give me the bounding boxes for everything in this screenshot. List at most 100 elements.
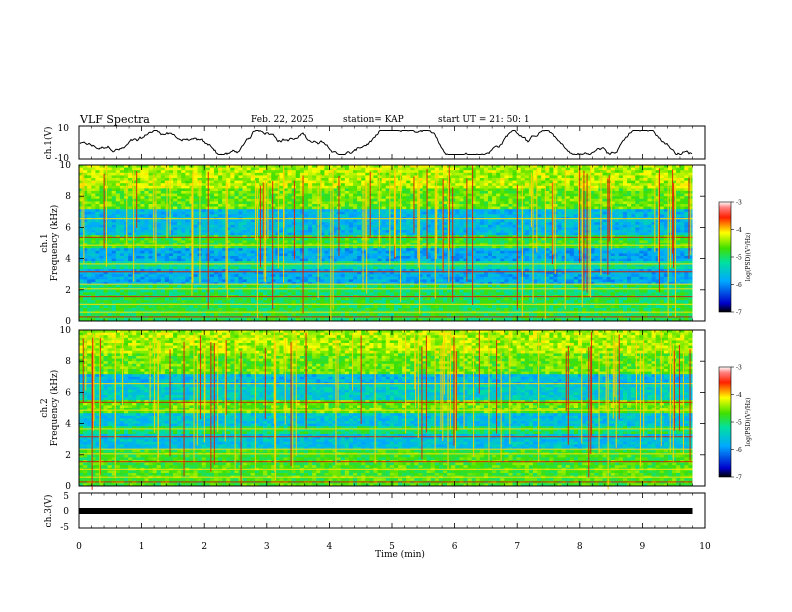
spectrogram-cell [123, 237, 129, 241]
spectrogram-cell [340, 224, 346, 228]
spectrogram-cell [132, 175, 137, 179]
spectrogram-cell [479, 232, 485, 236]
spectrogram-cell [410, 237, 415, 241]
spectrogram-cell [602, 211, 607, 215]
spectrogram-cell [393, 237, 399, 241]
spectrogram-cell [618, 172, 624, 176]
spectrogram-cell [99, 193, 104, 197]
spectrogram-cell [250, 175, 256, 179]
spectrogram-cell [324, 235, 329, 239]
spectrogram-cell [639, 243, 644, 246]
spectrogram-cell [402, 214, 407, 218]
spectrogram-cell [520, 222, 526, 226]
spectrogram-cell [622, 214, 628, 218]
spectrogram-cell [140, 172, 145, 176]
spectrogram-cell [389, 237, 395, 241]
spectrogram-cell [647, 198, 652, 202]
spectrogram-cell [463, 237, 468, 241]
spectrogram-cell [659, 165, 665, 168]
spectrogram-cell [201, 222, 207, 226]
spectrogram-cell [680, 224, 685, 228]
spectrogram-cell [610, 183, 616, 187]
spectrogram-cell [565, 245, 571, 249]
spectrogram-cell [160, 243, 166, 246]
spectrogram-cell [631, 170, 636, 174]
spectrogram-cell [561, 201, 566, 205]
spectrogram-cell [618, 243, 624, 246]
spectrogram-cell [618, 248, 624, 252]
spectrogram-cell [132, 211, 137, 215]
spectrogram-cell [643, 183, 648, 187]
spectrogram-cell [177, 250, 182, 254]
ch1-waveform-panel: 10 -10 ch.1(V) [43, 124, 706, 164]
spectrogram-cell [385, 206, 391, 210]
spectrogram-cell [663, 198, 669, 202]
spectrogram-cell [618, 204, 624, 207]
spectrogram-cell [123, 219, 129, 223]
spectrogram-cell [258, 222, 264, 226]
spectrogram-cell [676, 175, 681, 179]
spectrogram-cell [348, 245, 354, 249]
spectrogram-cell [434, 170, 440, 174]
spectrogram-cell [246, 243, 252, 246]
spectrogram-cell [475, 224, 481, 228]
spectrogram-cell [663, 165, 669, 168]
spectrogram-cell [586, 248, 591, 252]
spectrogram-cell [123, 175, 129, 179]
spectrogram-cell [111, 206, 117, 210]
spectrogram-cell [312, 240, 317, 244]
spectrogram-cell [557, 167, 562, 171]
spectrogram-cell [557, 183, 562, 187]
spectrogram-cell [164, 248, 170, 252]
spectrogram-cell [594, 248, 599, 252]
spectrogram-cell [279, 245, 284, 249]
spectrogram-cell [492, 237, 497, 241]
spectrogram-cell [348, 183, 354, 187]
spectrogram-cell [353, 191, 358, 194]
spectrogram-cell [659, 248, 665, 252]
spectrogram-cell [402, 170, 407, 174]
spectrogram-cell [140, 178, 145, 181]
spectrogram-cell [500, 183, 505, 187]
spectrogram-cell [537, 185, 542, 189]
spectrogram-cell [246, 193, 252, 197]
spectrogram-cell [622, 165, 628, 168]
spectrogram-cell [324, 243, 329, 246]
spectrogram-cell [479, 201, 485, 205]
spectrogram-cell [516, 191, 522, 194]
spectrogram-cell [238, 183, 243, 187]
spectrogram-cell [496, 193, 501, 197]
spectrogram-cell [283, 188, 288, 192]
spectrogram-cell [516, 209, 522, 213]
spectrogram-cell [438, 193, 444, 197]
spectrogram-cell [622, 198, 628, 202]
spectrogram-cell [422, 198, 427, 202]
spectrogram-cell [271, 240, 276, 244]
spectrogram-cell [164, 240, 170, 244]
spectrogram-cell [218, 180, 223, 184]
spectrogram-cell [471, 175, 477, 179]
spectrogram-cell [430, 201, 436, 205]
spectrogram-cell [275, 204, 280, 207]
spectrogram-cell [222, 201, 227, 205]
spectrogram-cell [443, 211, 448, 215]
spectrogram-cell [573, 243, 579, 246]
spectrogram-cell [91, 180, 96, 184]
spectrogram-cell [684, 240, 689, 244]
spectrogram-cell [308, 245, 313, 249]
spectrogram-cell [520, 235, 526, 239]
spectrogram-cell [99, 167, 104, 171]
spectrogram-cell [111, 219, 117, 223]
spectrogram-cell [87, 196, 92, 200]
spectrogram-cell [610, 180, 616, 184]
spectrogram-cell [483, 180, 489, 184]
spectrogram-cell [230, 219, 235, 223]
spectrogram-cell [463, 230, 468, 233]
spectrogram-cell [524, 167, 530, 171]
spectrogram-cell [520, 198, 526, 202]
spectrogram-cell [299, 227, 305, 231]
spectrogram-cell [119, 243, 125, 246]
spectrogram-cell [651, 209, 656, 213]
spectrogram-cell [647, 245, 652, 249]
spectrogram-cell [455, 222, 460, 226]
